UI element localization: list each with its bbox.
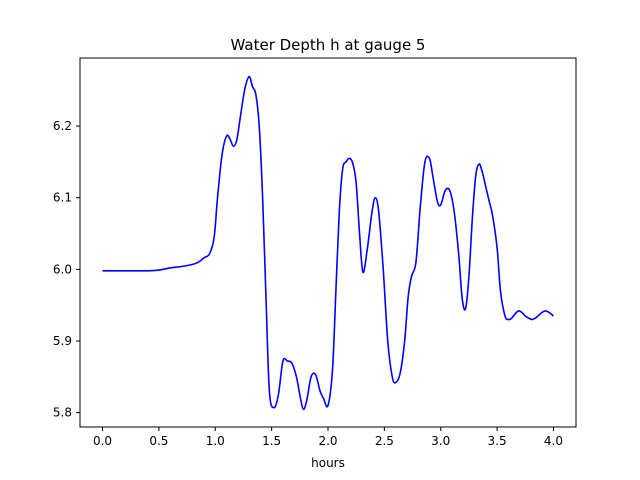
y-tick-label: 6.2 xyxy=(53,119,72,133)
x-axis-label: hours xyxy=(311,456,345,470)
y-tick-label: 6.0 xyxy=(53,262,72,276)
plot-area xyxy=(102,75,554,411)
x-tick-label: 0.5 xyxy=(149,434,168,448)
x-tick-label: 2.0 xyxy=(318,434,337,448)
chart-title: Water Depth h at gauge 5 xyxy=(231,36,426,54)
x-tick-label: 1.5 xyxy=(262,434,281,448)
x-tick-label: 3.0 xyxy=(431,434,450,448)
x-tick-label: 0.0 xyxy=(93,434,112,448)
x-tick-label: 4.0 xyxy=(544,434,563,448)
x-tick-label: 2.5 xyxy=(375,434,394,448)
axes: 0.0 0.5 1.0 1.5 2.0 2.5 3.0 3.5 4.0 5.8 5.9 6.0 6.1 6… xyxy=(53,57,577,448)
x-tick-label: 3.5 xyxy=(488,434,507,448)
y-tick-label: 5.8 xyxy=(53,406,72,420)
y-tick-label: 5.9 xyxy=(53,334,72,348)
series-line-0 xyxy=(102,75,554,411)
x-tick-label: 1.0 xyxy=(206,434,225,448)
y-tick-label: 6.1 xyxy=(53,191,72,205)
